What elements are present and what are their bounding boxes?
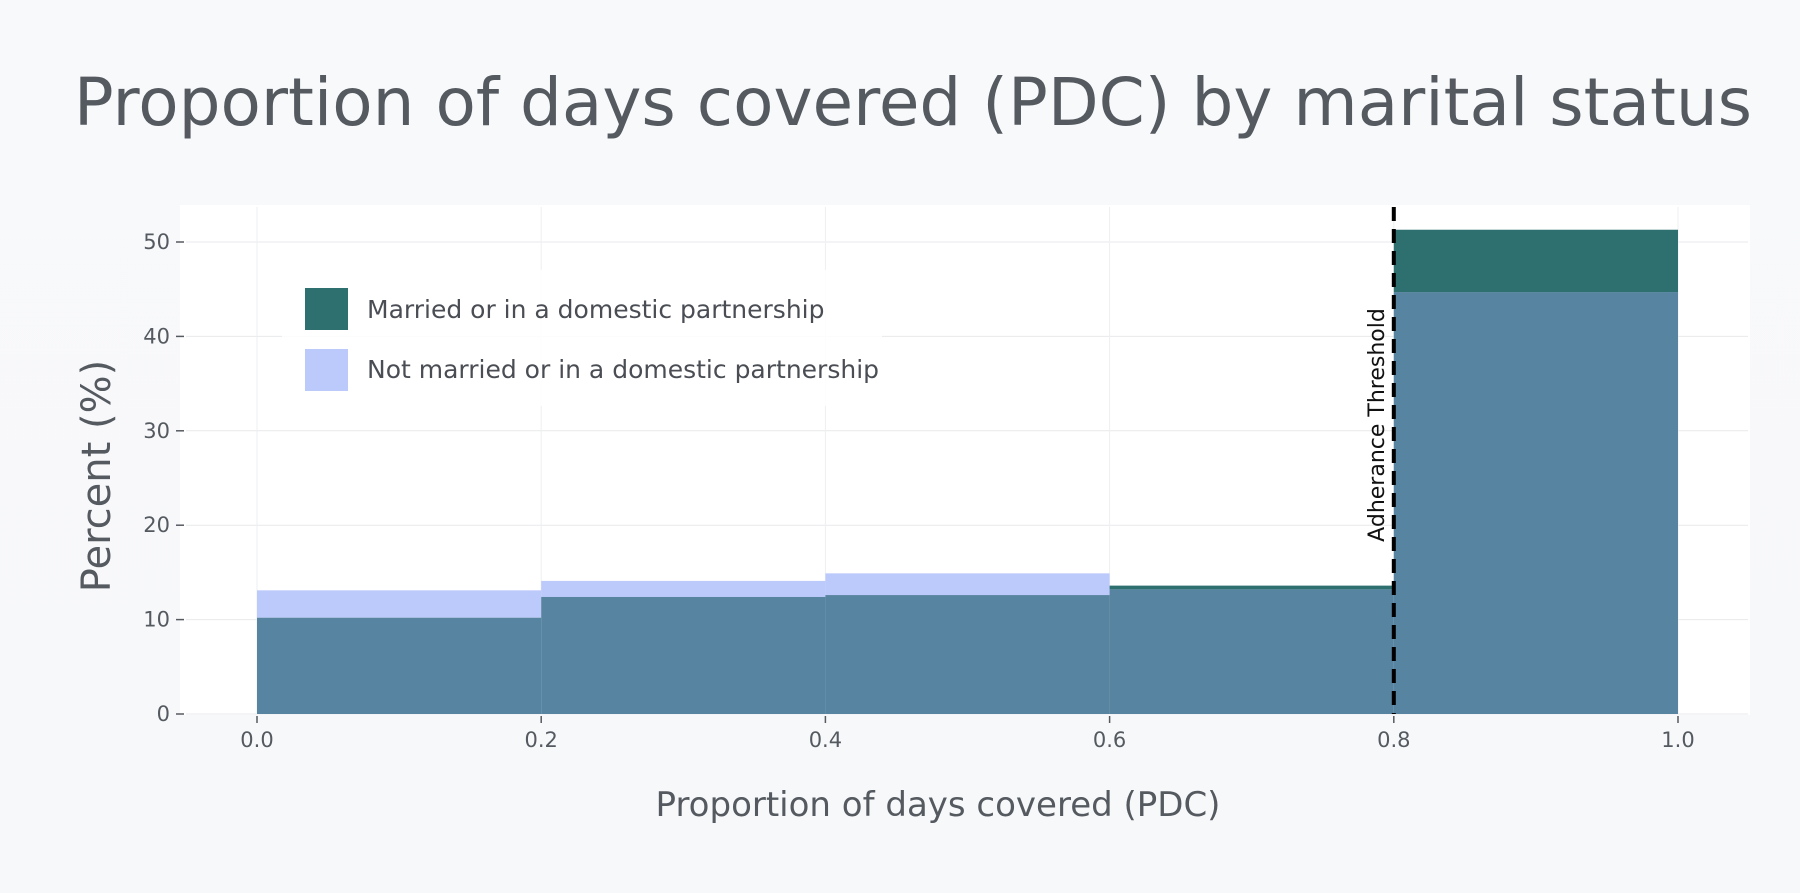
x-tick-label: 0.8	[1377, 728, 1410, 752]
y-tick-label: 10	[143, 608, 170, 632]
legend-swatch-not-married	[305, 349, 348, 391]
x-tick-label: 0.0	[240, 728, 273, 752]
bar-married	[1393, 229, 1678, 293]
y-tick-label: 0	[157, 702, 170, 726]
bar-married-overlap	[257, 617, 542, 714]
x-tick-label: 0.4	[809, 728, 842, 752]
threshold-annotation: Adherance Threshold	[1365, 207, 1396, 714]
y-axis-title: Percent (%)	[74, 360, 120, 592]
threshold-label: Adherance Threshold	[1365, 308, 1390, 542]
legend-background	[282, 270, 882, 406]
y-tick-label: 20	[143, 513, 170, 537]
bar-not-married-overlap	[1109, 589, 1394, 714]
legend-label-married: Married or in a domestic partnership	[367, 295, 825, 324]
y-tick-label: 50	[143, 230, 170, 254]
bar-not-married-overlap	[1393, 292, 1678, 714]
x-axis-title: Proportion of days covered (PDC)	[656, 785, 1221, 825]
legend: Married or in a domestic partnership Not…	[282, 270, 882, 406]
x-tick-label: 0.2	[524, 728, 557, 752]
y-tick-label: 30	[143, 419, 170, 443]
y-tick-label: 40	[143, 324, 170, 348]
x-tick-label: 0.6	[1093, 728, 1126, 752]
bar-married	[1109, 585, 1394, 590]
bar-married-overlap	[825, 595, 1110, 714]
legend-label-not-married: Not married or in a domestic partnership	[367, 355, 879, 384]
legend-swatch-married	[305, 288, 348, 330]
x-tick-label: 1.0	[1661, 728, 1694, 752]
bar-not-married	[541, 580, 826, 597]
axis-layer: 0 10 20 30 40 50 0.0 0.2 0.4 0.6 0.8 1.0	[143, 230, 1694, 752]
bar-not-married	[257, 590, 542, 618]
bar-layer	[257, 229, 1678, 714]
bar-married-overlap	[541, 596, 826, 714]
chart-title: Proportion of days covered (PDC) by mari…	[73, 64, 1753, 141]
bar-not-married	[825, 573, 1110, 596]
